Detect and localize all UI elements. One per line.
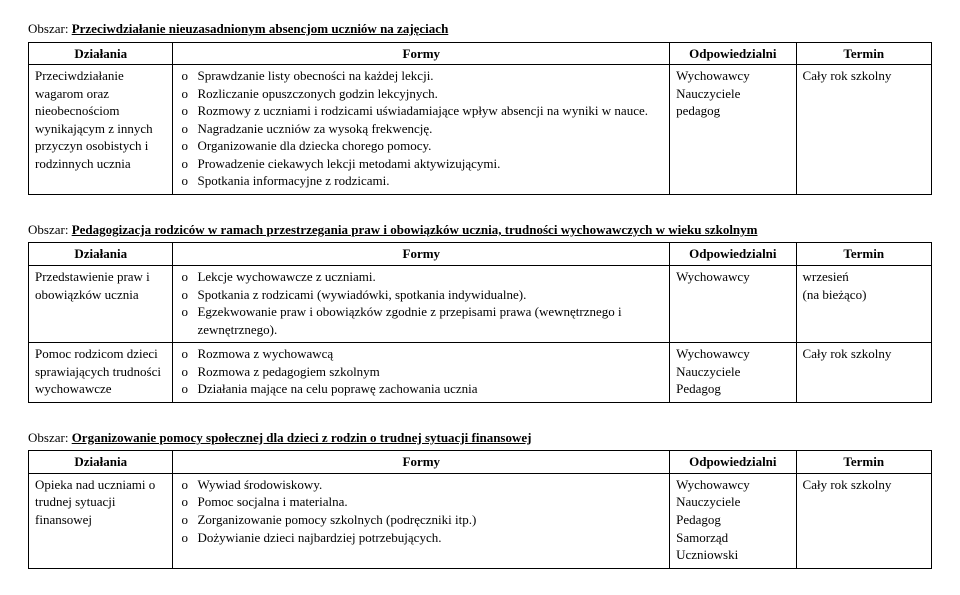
formy-item: Rozmowy z uczniami i rodzicami uświadami… xyxy=(179,102,663,120)
formy-list: Lekcje wychowawcze z uczniami.Spotkania … xyxy=(179,268,663,338)
cell-formy: Rozmowa z wychowawcąRozmowa z pedagogiem… xyxy=(173,343,670,403)
formy-item: Rozliczanie opuszczonych godzin lekcyjny… xyxy=(179,85,663,103)
table-head: DziałaniaFormyOdpowiedzialniTermin xyxy=(29,451,932,474)
header-row: DziałaniaFormyOdpowiedzialniTermin xyxy=(29,42,932,65)
table-head: DziałaniaFormyOdpowiedzialniTermin xyxy=(29,243,932,266)
cell-termin: wrzesień (na bieżąco) xyxy=(796,266,931,343)
formy-item: Rozmowa z pedagogiem szkolnym xyxy=(179,363,663,381)
area-label: Obszar: xyxy=(28,430,72,445)
formy-item: Nagradzanie uczniów za wysoką frekwencję… xyxy=(179,120,663,138)
section-table: DziałaniaFormyOdpowiedzialniTerminOpieka… xyxy=(28,450,932,568)
header-row: DziałaniaFormyOdpowiedzialniTermin xyxy=(29,243,932,266)
table-row: Opieka nad uczniami o trudnej sytuacji f… xyxy=(29,473,932,568)
area-label: Obszar: xyxy=(28,21,72,36)
header-row: DziałaniaFormyOdpowiedzialniTermin xyxy=(29,451,932,474)
section-table: DziałaniaFormyOdpowiedzialniTerminPrzeci… xyxy=(28,42,932,195)
area-heading: Obszar: Pedagogizacja rodziców w ramach … xyxy=(28,221,932,239)
cell-termin: Cały rok szkolny xyxy=(796,65,931,195)
formy-item: Egzekwowanie praw i obowiązków zgodnie z… xyxy=(179,303,663,338)
cell-odp: Wychowawcy Nauczyciele pedagog xyxy=(670,65,796,195)
cell-termin: Cały rok szkolny xyxy=(796,473,931,568)
formy-item: Zorganizowanie pomocy szkolnych (podręcz… xyxy=(179,511,663,529)
table-row: Przedstawienie praw i obowiązków uczniaL… xyxy=(29,266,932,343)
formy-item: Rozmowa z wychowawcą xyxy=(179,345,663,363)
col-termin: Termin xyxy=(796,451,931,474)
cell-odp: Wychowawcy Nauczyciele Pedagog Samorząd … xyxy=(670,473,796,568)
formy-item: Dożywianie dzieci najbardziej potrzebują… xyxy=(179,529,663,547)
col-formy: Formy xyxy=(173,42,670,65)
col-formy: Formy xyxy=(173,243,670,266)
cell-odp: Wychowawcy Nauczyciele Pedagog xyxy=(670,343,796,403)
col-odp: Odpowiedzialni xyxy=(670,243,796,266)
table-head: DziałaniaFormyOdpowiedzialniTermin xyxy=(29,42,932,65)
table-body: Opieka nad uczniami o trudnej sytuacji f… xyxy=(29,473,932,568)
formy-item: Pomoc socjalna i materialna. xyxy=(179,493,663,511)
formy-item: Sprawdzanie listy obecności na każdej le… xyxy=(179,67,663,85)
area-label: Obszar: xyxy=(28,222,72,237)
col-dzialania: Działania xyxy=(29,42,173,65)
table-row: Przeciwdziałanie wagarom oraz nieobecnoś… xyxy=(29,65,932,195)
col-termin: Termin xyxy=(796,243,931,266)
col-odp: Odpowiedzialni xyxy=(670,451,796,474)
table-row: Pomoc rodzicom dzieci sprawiających trud… xyxy=(29,343,932,403)
cell-dzialania: Przedstawienie praw i obowiązków ucznia xyxy=(29,266,173,343)
document-root: Obszar: Przeciwdziałanie nieuzasadnionym… xyxy=(28,20,932,569)
formy-list: Sprawdzanie listy obecności na każdej le… xyxy=(179,67,663,190)
formy-list: Wywiad środowiskowy.Pomoc socjalna i mat… xyxy=(179,476,663,546)
formy-item: Spotkania z rodzicami (wywiadówki, spotk… xyxy=(179,286,663,304)
formy-item: Prowadzenie ciekawych lekcji metodami ak… xyxy=(179,155,663,173)
formy-item: Wywiad środowiskowy. xyxy=(179,476,663,494)
formy-item: Organizowanie dla dziecka chorego pomocy… xyxy=(179,137,663,155)
col-formy: Formy xyxy=(173,451,670,474)
cell-termin: Cały rok szkolny xyxy=(796,343,931,403)
col-termin: Termin xyxy=(796,42,931,65)
cell-dzialania: Przeciwdziałanie wagarom oraz nieobecnoś… xyxy=(29,65,173,195)
col-dzialania: Działania xyxy=(29,451,173,474)
formy-item: Spotkania informacyjne z rodzicami. xyxy=(179,172,663,190)
cell-dzialania: Opieka nad uczniami o trudnej sytuacji f… xyxy=(29,473,173,568)
col-dzialania: Działania xyxy=(29,243,173,266)
cell-formy: Lekcje wychowawcze z uczniami.Spotkania … xyxy=(173,266,670,343)
cell-formy: Sprawdzanie listy obecności na każdej le… xyxy=(173,65,670,195)
formy-list: Rozmowa z wychowawcąRozmowa z pedagogiem… xyxy=(179,345,663,398)
table-body: Przeciwdziałanie wagarom oraz nieobecnoś… xyxy=(29,65,932,195)
area-title: Przeciwdziałanie nieuzasadnionym absencj… xyxy=(72,21,449,36)
formy-item: Działania mające na celu poprawę zachowa… xyxy=(179,380,663,398)
area-heading: Obszar: Organizowanie pomocy społecznej … xyxy=(28,429,932,447)
area-title: Organizowanie pomocy społecznej dla dzie… xyxy=(72,430,532,445)
table-body: Przedstawienie praw i obowiązków uczniaL… xyxy=(29,266,932,403)
area-heading: Obszar: Przeciwdziałanie nieuzasadnionym… xyxy=(28,20,932,38)
cell-odp: Wychowawcy xyxy=(670,266,796,343)
section-table: DziałaniaFormyOdpowiedzialniTerminPrzeds… xyxy=(28,242,932,402)
area-title: Pedagogizacja rodziców w ramach przestrz… xyxy=(72,222,758,237)
formy-item: Lekcje wychowawcze z uczniami. xyxy=(179,268,663,286)
col-odp: Odpowiedzialni xyxy=(670,42,796,65)
cell-formy: Wywiad środowiskowy.Pomoc socjalna i mat… xyxy=(173,473,670,568)
cell-dzialania: Pomoc rodzicom dzieci sprawiających trud… xyxy=(29,343,173,403)
